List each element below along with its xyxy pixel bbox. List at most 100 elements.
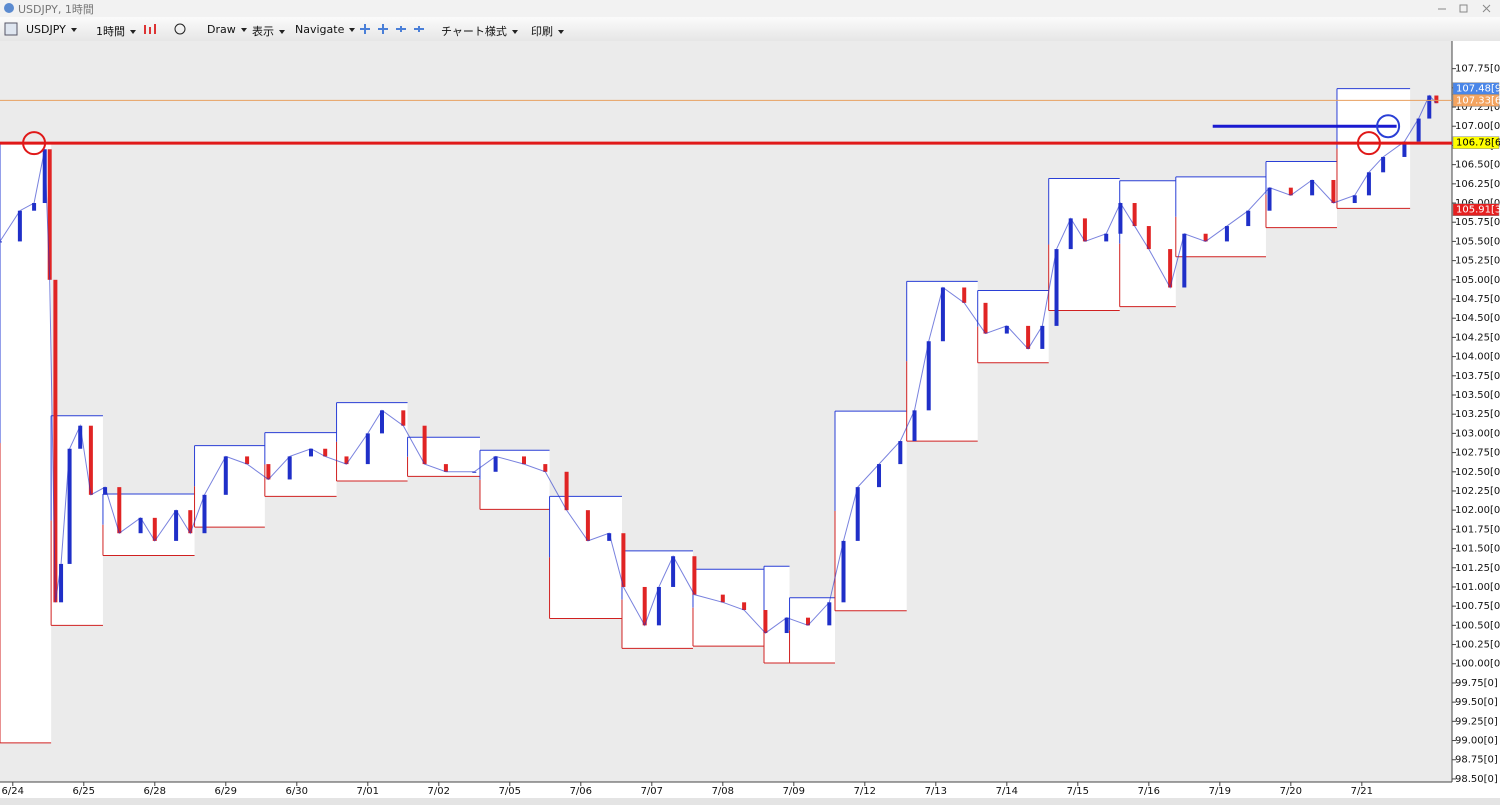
x-tick-label: 7/21 [1351,786,1373,797]
y-tick-label: 105.75[0] [1455,217,1500,228]
candle [1267,187,1272,211]
highlight-circle [1376,114,1401,139]
session-box [1175,176,1266,257]
window-controls[interactable] [1428,0,1498,17]
candle [621,533,626,587]
x-tick-label: 7/07 [641,786,663,797]
x-tick-label: 7/06 [570,786,592,797]
session-box [549,496,622,619]
x-tick-label: 7/02 [428,786,450,797]
price-path [0,94,1437,634]
candle [1310,179,1315,196]
x-tick-label: 7/01 [357,786,379,797]
candle [1427,95,1432,119]
app-icon [4,3,14,13]
candle [827,602,832,626]
candle [763,609,768,634]
y-axis-background [1452,41,1500,782]
highlight-circle [1356,131,1381,156]
candle [671,556,676,587]
candle [585,510,590,541]
window-title: USDJPY, 1時間 [18,3,94,16]
candle [1416,118,1421,142]
candle [806,617,811,626]
candle [88,425,93,495]
print-menu[interactable]: 印刷 [531,23,564,39]
candle [47,149,52,280]
candle [742,602,747,610]
y-tick-label: 107.00[0] [1455,121,1500,132]
price-tag-label: 105.91[3] [1456,205,1500,216]
candle [67,448,72,564]
y-tick-label: 105.00[0] [1455,275,1500,286]
y-tick-label: 104.50[0] [1455,313,1500,324]
candle [841,540,846,603]
candle [493,456,498,472]
candle [32,203,37,211]
candle [1224,226,1229,242]
chart-style-menu[interactable]: チャート様式 [441,23,518,39]
x-tick-label: 7/12 [854,786,876,797]
y-tick-label: 99.75[0] [1455,678,1498,689]
shape-icon[interactable] [172,22,188,36]
y-tick-label: 100.25[0] [1455,640,1500,651]
view-menu[interactable]: 表示 [252,23,285,39]
y-tick-label: 104.00[0] [1455,352,1500,363]
x-tick-label: 6/25 [73,786,95,797]
y-tick-label: 99.00[0] [1455,736,1498,747]
candle [188,510,193,534]
candle [521,456,526,465]
session-box [51,415,103,626]
candle [1366,172,1371,196]
draw-menu[interactable]: Draw [207,23,247,36]
x-tick-label: 7/16 [1138,786,1160,797]
y-tick-label: 99.25[0] [1455,716,1498,727]
price-tag-label: 107.33[6] [1456,95,1500,106]
price-tag-label: 107.48[9] [1456,84,1500,95]
y-tick-label: 100.50[0] [1455,620,1500,631]
y-tick-label: 104.75[0] [1455,294,1500,305]
candle [983,302,988,334]
timeframe-select[interactable]: 1時間 [96,23,136,39]
x-tick-label: 6/30 [286,786,308,797]
candle [912,410,917,442]
indicator-icon[interactable] [142,22,162,36]
session-box [0,143,52,743]
candle [1054,249,1059,326]
candle [443,464,448,472]
candle [1146,226,1151,250]
candle [926,341,931,411]
candle [607,533,612,541]
zoom-icons[interactable] [358,21,428,37]
y-tick-label: 103.50[0] [1455,390,1500,401]
candle [1288,187,1293,196]
y-tick-label: 105.25[0] [1455,256,1500,267]
x-tick-label: 7/13 [925,786,947,797]
navigate-menu[interactable]: Navigate [295,23,355,36]
session-box [834,411,907,611]
candle [642,586,647,626]
candle [152,517,157,541]
highlight-circle [22,131,47,156]
candle [1246,210,1251,227]
candle [1118,203,1123,234]
candle [103,487,108,495]
session-box [1265,161,1337,228]
candle [422,425,427,465]
symbol-select[interactable]: USDJPY [26,23,77,36]
session-box [1048,178,1120,311]
candle [1004,325,1009,334]
menu-icon[interactable] [4,22,18,36]
candle [543,464,548,472]
y-tick-label: 103.75[0] [1455,371,1500,382]
candle [266,464,271,480]
session-box [763,566,790,663]
session-box [336,402,408,481]
x-tick-label: 7/05 [499,786,521,797]
candle [692,556,697,595]
x-tick-label: 6/24 [2,786,24,797]
session-box [479,450,550,510]
x-axis-background [0,782,1500,798]
session-box [264,432,337,497]
